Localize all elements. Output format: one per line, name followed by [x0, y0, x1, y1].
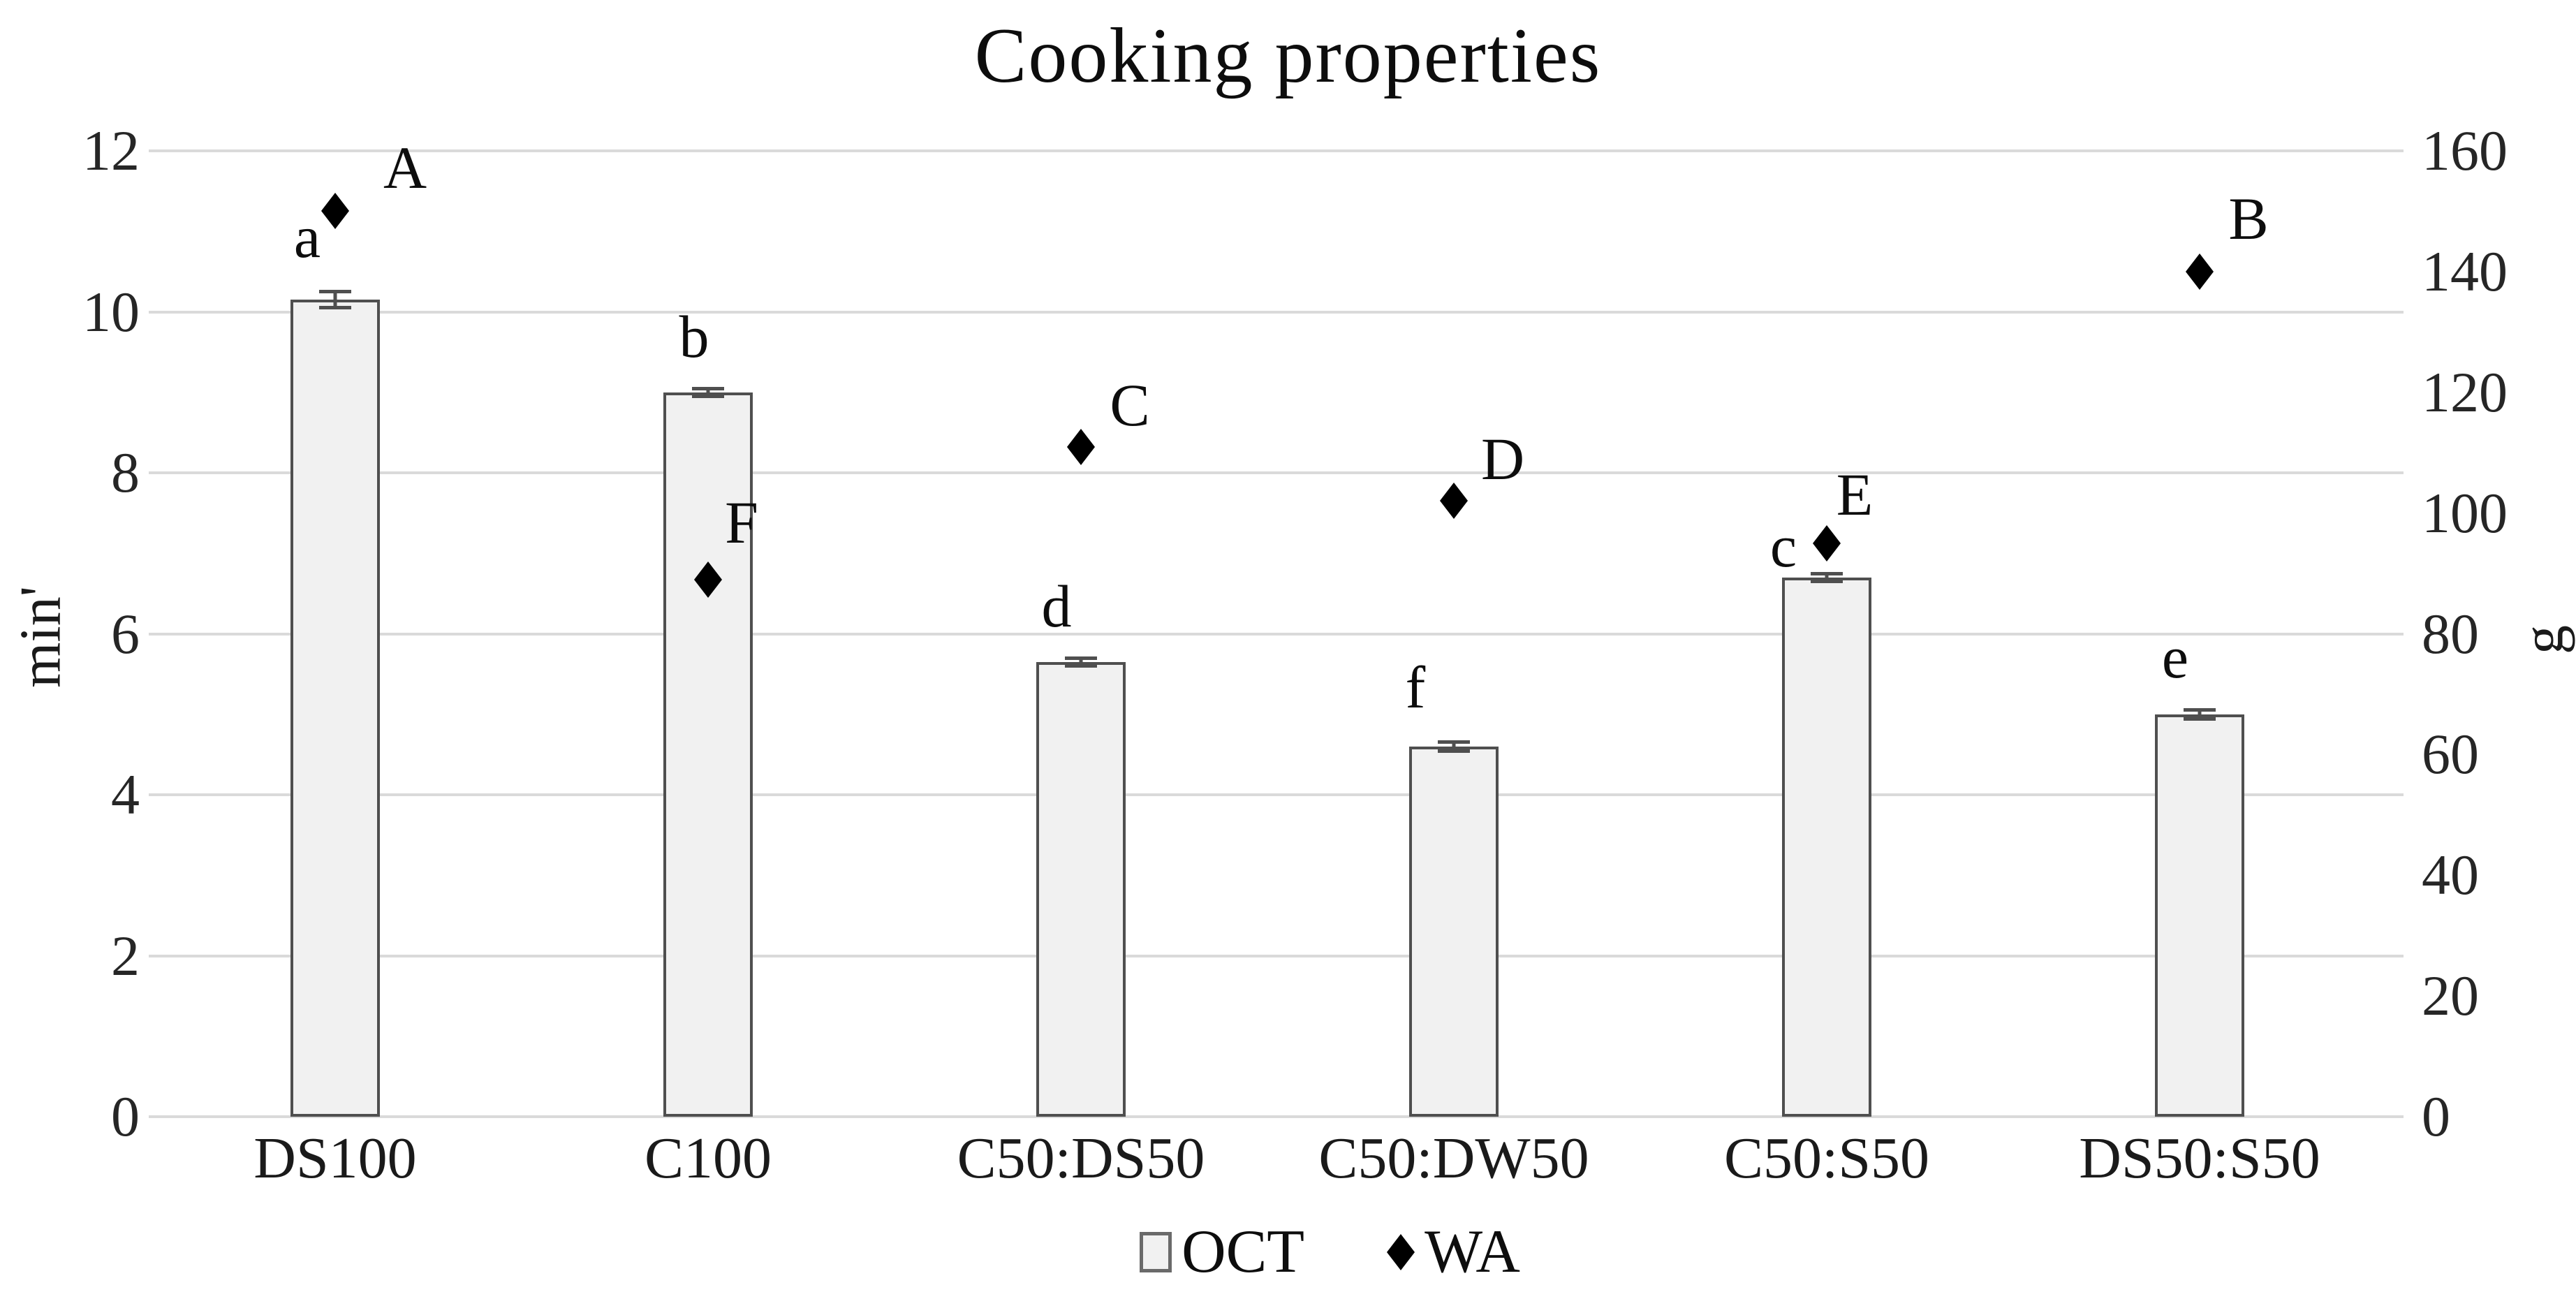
- wa-diamond-point: [694, 561, 722, 598]
- bar-oct-C50:S50: [1782, 577, 1871, 1117]
- bar-letter-label: d: [1041, 572, 1072, 640]
- right-axis-tick-label: 0: [2422, 1085, 2450, 1148]
- bar-oct-C50:DS50: [1036, 661, 1126, 1117]
- bar-letter-label: b: [679, 302, 709, 370]
- error-bar: [1065, 656, 1097, 668]
- left-axis-tick-label: 12: [82, 119, 140, 182]
- left-axis-tick-label: 10: [82, 279, 140, 344]
- wa-letter-label: F: [725, 488, 758, 556]
- x-category-label: C50:DS50: [957, 1126, 1205, 1191]
- wa-letter-label: A: [383, 134, 427, 202]
- error-bar: [319, 290, 351, 310]
- x-category-label: C50:S50: [1723, 1126, 1930, 1191]
- left-axis-tick-label: 8: [111, 441, 140, 504]
- right-axis-tick-label: 60: [2422, 722, 2479, 786]
- x-category-label: C100: [644, 1126, 772, 1191]
- bar-letter-label: e: [2161, 623, 2189, 691]
- left-axis-tick-label: 6: [111, 601, 140, 666]
- right-axis-tick-label: 20: [2422, 964, 2479, 1028]
- error-bar: [692, 386, 724, 398]
- wa-diamond-point: [1813, 524, 1841, 561]
- bar-oct-C50:DW50: [1409, 746, 1499, 1117]
- left-axis-tick-label: 4: [111, 763, 140, 826]
- wa-diamond-point: [321, 193, 349, 230]
- wa-diamond-point: [2186, 253, 2214, 290]
- bar-letter-label: f: [1405, 653, 1426, 721]
- oct-bar-swatch-icon: [1140, 1231, 1172, 1272]
- wa-diamond-icon: [1387, 1233, 1415, 1270]
- bar-oct-DS50:S50: [2155, 714, 2244, 1117]
- wa-letter-label: E: [1836, 460, 1874, 528]
- chart-title: Cooking properties: [974, 13, 1602, 99]
- legend: OCT WA: [0, 1217, 2576, 1287]
- gridline: [149, 1115, 2404, 1118]
- legend-item-oct: OCT: [1140, 1217, 1304, 1287]
- right-axis-tick-label: 100: [2422, 480, 2508, 545]
- left-axis-tick-label: 0: [111, 1085, 140, 1148]
- left-axis-tick-label: 2: [111, 923, 140, 988]
- x-category-label: DS100: [253, 1126, 417, 1191]
- wa-diamond-point: [1440, 483, 1468, 520]
- wa-diamond-point: [1067, 428, 1095, 465]
- error-bar: [1811, 571, 1843, 583]
- x-category-label: DS50:S50: [2079, 1126, 2320, 1191]
- error-bar: [1438, 740, 1470, 754]
- wa-letter-label: C: [1110, 371, 1150, 439]
- gridline: [149, 471, 2404, 474]
- bar-letter-label: a: [293, 203, 321, 271]
- legend-label-wa: WA: [1425, 1218, 1520, 1286]
- gridline: [149, 632, 2404, 636]
- gridline: [149, 954, 2404, 957]
- wa-letter-label: B: [2228, 184, 2269, 252]
- legend-item-wa: WA: [1387, 1217, 1520, 1287]
- x-category-label: C50:DW50: [1318, 1126, 1589, 1191]
- wa-letter-label: D: [1480, 425, 1525, 493]
- error-bar: [2184, 707, 2216, 721]
- gridline: [149, 149, 2404, 152]
- bar-letter-label: c: [1769, 512, 1797, 580]
- right-axis-tick-label: 160: [2422, 119, 2508, 182]
- legend-label-oct: OCT: [1182, 1218, 1305, 1286]
- right-axis-tick-label: 80: [2422, 601, 2479, 666]
- right-axis-tick-label: 140: [2422, 239, 2508, 303]
- bar-oct-DS100: [290, 300, 380, 1117]
- gridline: [149, 793, 2404, 796]
- right-axis-tick-label: 40: [2422, 843, 2479, 907]
- right-axis-tick-label: 120: [2422, 360, 2508, 424]
- gridline: [149, 310, 2404, 314]
- bar-oct-C100: [663, 392, 753, 1117]
